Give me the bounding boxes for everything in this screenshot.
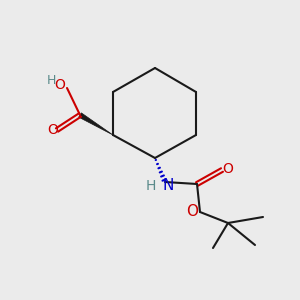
Text: N: N [162, 178, 174, 193]
Text: O: O [186, 205, 198, 220]
Polygon shape [79, 113, 113, 135]
Text: O: O [223, 162, 233, 176]
Text: O: O [55, 78, 65, 92]
Text: H: H [46, 74, 56, 88]
Text: O: O [48, 123, 58, 137]
Text: H: H [146, 179, 156, 193]
